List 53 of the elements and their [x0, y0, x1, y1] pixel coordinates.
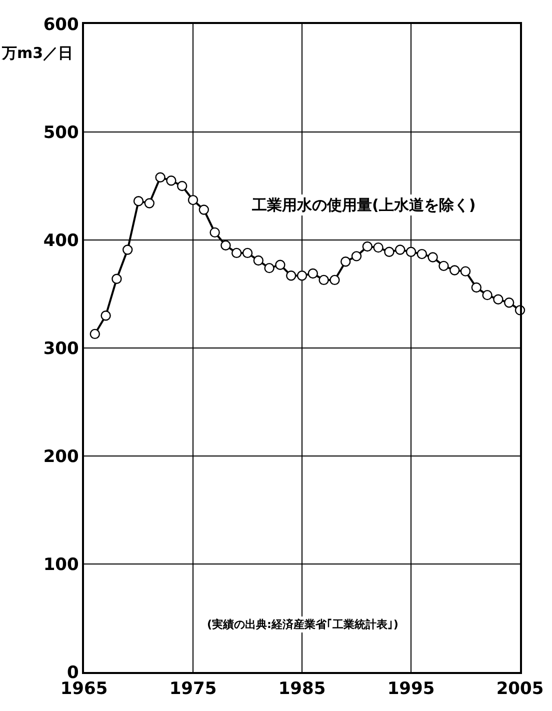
point — [460, 266, 471, 276]
point — [198, 204, 209, 215]
point — [308, 268, 318, 279]
point — [318, 274, 329, 286]
y-tick-label: 400 — [43, 230, 80, 251]
point — [384, 246, 394, 257]
point — [471, 282, 482, 293]
point — [438, 260, 449, 272]
point — [253, 255, 264, 266]
point — [450, 265, 460, 276]
point — [416, 248, 427, 260]
point — [482, 290, 492, 300]
point — [406, 246, 416, 257]
point — [264, 262, 274, 274]
x-tick-label: 1975 — [169, 679, 217, 700]
x-tick-label: 1985 — [278, 679, 326, 700]
point — [188, 194, 198, 206]
point — [351, 251, 362, 262]
point — [330, 274, 340, 286]
point — [340, 256, 351, 267]
point — [275, 260, 286, 270]
annotation: (実績の出典:経済産業省｢工業統計表｣) — [207, 618, 398, 631]
y-tick-label: 500 — [43, 122, 80, 143]
point — [210, 227, 220, 238]
text: 工業用水の使用量(上水道を除く) — [251, 196, 476, 214]
point — [395, 244, 406, 255]
point — [100, 310, 111, 321]
point — [242, 248, 253, 258]
y-tick-label: 300 — [43, 338, 80, 359]
x-tick-label: 2005 — [496, 679, 544, 700]
y-tick-label: 600 — [43, 14, 80, 35]
point — [112, 274, 122, 284]
point — [90, 328, 100, 340]
x-tick-label: 1965 — [60, 679, 108, 700]
point — [177, 180, 188, 192]
point — [144, 198, 154, 208]
y-tick-label: 200 — [43, 446, 80, 467]
point — [232, 248, 242, 258]
point — [504, 298, 514, 308]
point — [362, 241, 372, 252]
point — [133, 196, 144, 206]
point — [166, 176, 176, 186]
x-tick-label: 1995 — [387, 679, 435, 700]
point — [286, 270, 296, 281]
point — [428, 252, 438, 262]
point — [155, 172, 166, 182]
point — [122, 244, 133, 255]
point — [220, 240, 231, 250]
point — [373, 242, 384, 253]
point — [296, 270, 308, 281]
y-axis-title: 万m3／日 — [1, 44, 74, 62]
point — [493, 294, 504, 304]
y-tick-label: 100 — [43, 554, 80, 575]
